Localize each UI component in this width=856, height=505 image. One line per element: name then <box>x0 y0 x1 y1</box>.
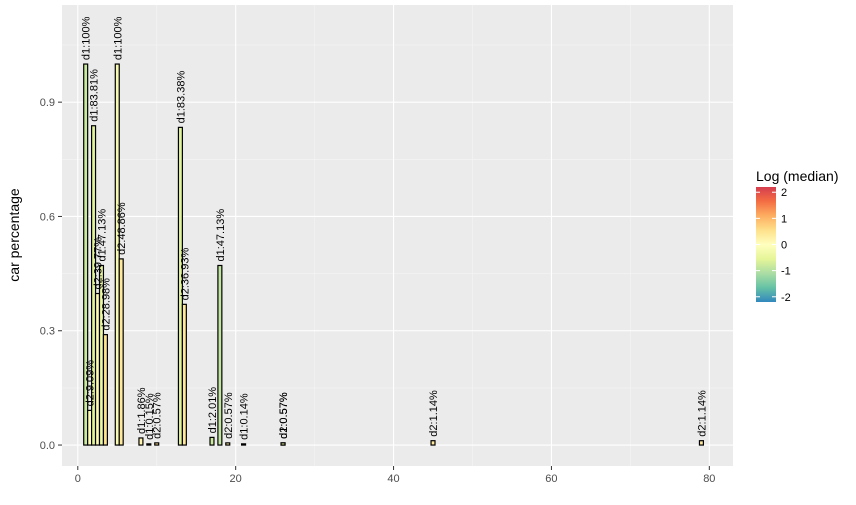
bar <box>217 264 223 446</box>
bar <box>154 442 160 446</box>
minor-gridlines <box>62 5 733 466</box>
bar-data-label: d1:100% <box>112 16 124 60</box>
bar <box>181 303 187 446</box>
legend-tick-label: -2 <box>781 292 791 304</box>
legend-tick-label: 2 <box>781 187 787 199</box>
bar-data-label: d1:83.81% <box>89 69 101 122</box>
bar-data-label: d1:1.86% <box>136 387 148 434</box>
bar-data-label: d1:47.13% <box>215 209 227 262</box>
x-tick-label: 40 <box>387 473 399 485</box>
bar-data-label: d2:0.57% <box>223 392 235 439</box>
bar <box>209 436 215 446</box>
bar <box>240 443 247 446</box>
bar-data-label: d1:0.57% <box>278 392 290 439</box>
bar-data-label: d1:47.13% <box>96 209 108 262</box>
bar-data-label: d1:2.01% <box>207 387 219 434</box>
bar-data-label: d1:0.14% <box>239 393 251 440</box>
x-tick-label: 20 <box>230 473 242 485</box>
bar-data-label: d2:0.57% <box>152 392 164 439</box>
legend-tick-label: 1 <box>781 213 787 225</box>
bar-data-label: d2:1.14% <box>696 390 708 437</box>
bar <box>114 63 120 446</box>
legend-colorbar <box>756 187 776 302</box>
bar-data-label: d2:28.98% <box>100 278 112 331</box>
bar-data-label: d2:9.09% <box>85 360 97 407</box>
bar <box>225 442 231 446</box>
bar <box>102 334 108 446</box>
bar-data-label: d2:1.14% <box>428 390 440 437</box>
bar <box>280 442 286 446</box>
y-tick-label: 0.9 <box>40 97 55 109</box>
bars <box>83 63 704 446</box>
legend-title: Log (median) <box>756 168 839 184</box>
y-axis: 0.0 0.3 0.6 0.9 <box>40 97 62 452</box>
bar <box>698 440 704 446</box>
bar <box>146 443 152 446</box>
plot-panel <box>62 5 733 466</box>
bar-data-label: d2:39.77% <box>93 237 105 290</box>
x-tick-label: 60 <box>545 473 557 485</box>
bar <box>138 437 144 446</box>
y-tick-label: 0.0 <box>40 440 55 452</box>
bar-labels: d1:100%d2:9.09%d1:83.81%d2:39.77%d1:47.1… <box>81 16 709 439</box>
bar-data-label: d2:36.93% <box>179 248 191 301</box>
y-axis-title: car percentage <box>6 188 22 282</box>
legend-tick-label: 0 <box>781 240 787 252</box>
major-gridlines <box>62 5 733 466</box>
legend-tick-label: -1 <box>781 266 791 278</box>
x-tick-label: 80 <box>703 473 715 485</box>
y-tick-label: 0.3 <box>40 326 55 338</box>
bar <box>83 63 89 446</box>
bar <box>430 440 436 446</box>
bar-data-label: d1:100% <box>81 16 93 60</box>
bar-data-label: d2:0.57% <box>278 392 290 439</box>
color-legend: Log (median) 2 1 0 -1 -2 <box>756 168 839 304</box>
x-axis: 0 20 40 60 80 <box>75 466 715 485</box>
bar-data-label: d1:0.15% <box>144 393 156 440</box>
bar-data-label: d2:48.86% <box>116 202 128 255</box>
bar <box>177 126 183 446</box>
bar <box>118 258 124 446</box>
y-tick-label: 0.6 <box>40 211 55 223</box>
x-tick-label: 0 <box>75 473 81 485</box>
bar <box>91 125 97 446</box>
bar-data-label: d1:83.38% <box>175 71 187 124</box>
